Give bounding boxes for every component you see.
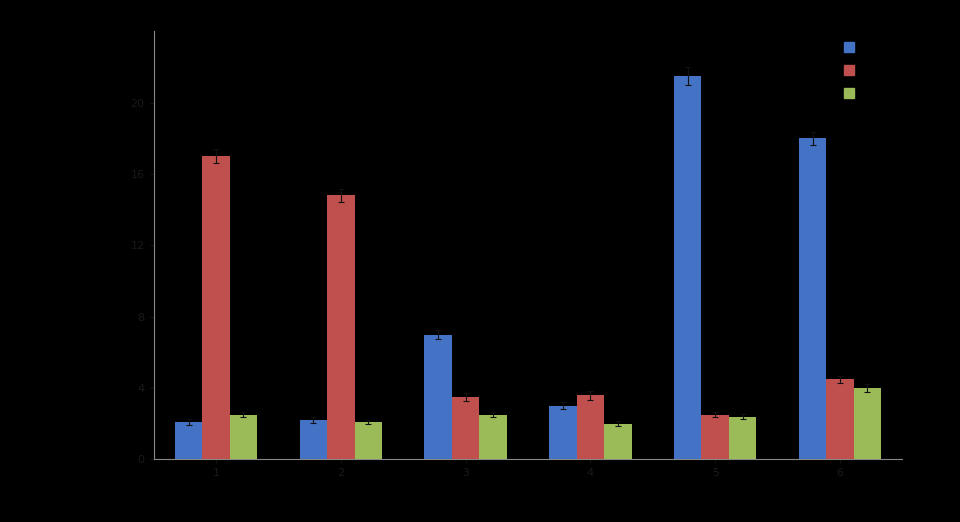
Bar bbox=[327, 195, 354, 459]
Bar bbox=[229, 415, 257, 459]
Bar bbox=[674, 76, 702, 459]
Bar bbox=[827, 379, 853, 459]
Bar bbox=[799, 138, 827, 459]
Bar bbox=[424, 335, 452, 459]
Bar bbox=[853, 388, 881, 459]
Bar bbox=[729, 417, 756, 459]
Bar bbox=[604, 424, 632, 459]
Bar bbox=[577, 395, 604, 459]
Bar bbox=[175, 422, 203, 459]
Bar bbox=[203, 156, 229, 459]
Bar bbox=[300, 420, 327, 459]
Bar bbox=[549, 406, 577, 459]
Bar bbox=[354, 422, 382, 459]
Bar bbox=[702, 415, 729, 459]
Legend: MET, EGFR, HER2: MET, EGFR, HER2 bbox=[840, 38, 896, 104]
Bar bbox=[479, 415, 507, 459]
Bar bbox=[452, 397, 479, 459]
